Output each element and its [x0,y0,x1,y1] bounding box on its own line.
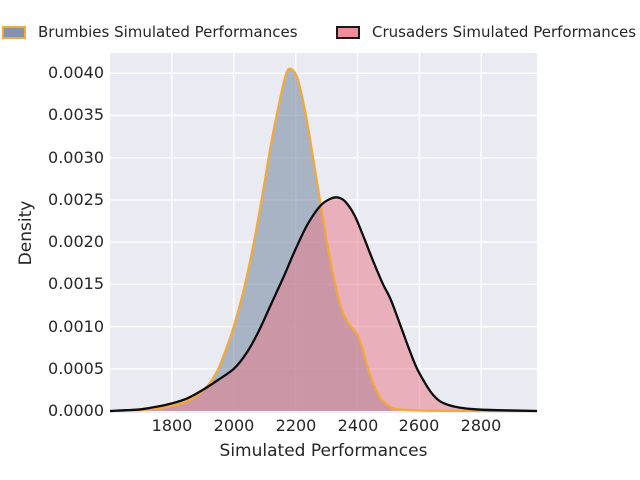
legend-swatch-brumbies [2,25,26,39]
x-tick-label: 2000 [213,416,255,435]
legend-label-crusaders: Crusaders Simulated Performances [372,23,637,41]
y-tick-label: 0.0040 [48,63,104,82]
legend-item-brumbies: Brumbies Simulated Performances [2,23,298,41]
density-area-crusaders [110,197,537,411]
x-tick-label: 1800 [151,416,193,435]
x-axis-label: Simulated Performances [219,441,428,461]
y-tick-label: 0.0010 [48,317,104,336]
plot-area [110,53,537,413]
y-tick-label: 0.0015 [48,274,104,293]
y-tick-label: 0.0005 [48,359,104,378]
x-tick-label: 2200 [275,416,317,435]
y-tick-label: 0.0020 [48,232,104,251]
x-tick-label: 2600 [398,416,440,435]
y-tick-label: 0.0025 [48,190,104,209]
legend-item-crusaders: Crusaders Simulated Performances [336,23,636,41]
x-tick-label: 2800 [460,416,502,435]
density-chart [110,53,537,413]
y-tick-label: 0.0000 [48,401,104,420]
legend-swatch-crusaders [336,25,360,39]
y-axis-label: Density [16,200,36,266]
density-curve-crusaders [110,196,537,413]
x-tick-label: 2400 [337,416,379,435]
y-tick-label: 0.0030 [48,148,104,167]
legend-label-brumbies: Brumbies Simulated Performances [38,23,298,41]
y-tick-label: 0.0035 [48,105,104,124]
